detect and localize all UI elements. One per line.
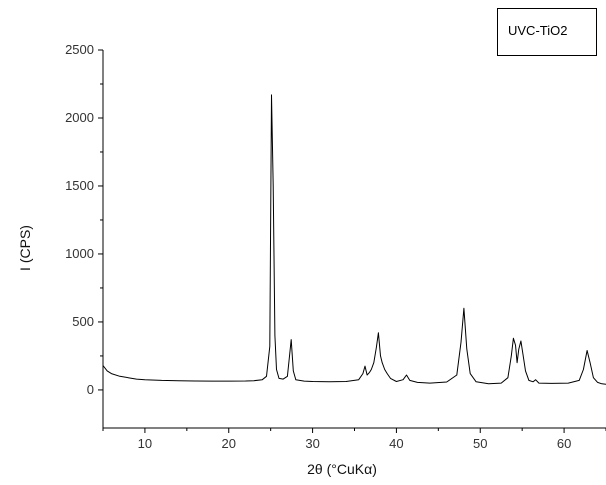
y-tick-label: 500 xyxy=(72,314,94,329)
x-tick-label: 10 xyxy=(138,436,152,451)
y-tick-label: 1000 xyxy=(65,246,94,261)
x-tick-label: 50 xyxy=(473,436,487,451)
x-tick-label: 20 xyxy=(222,436,236,451)
legend-label: UVC-TiO2 xyxy=(508,23,568,38)
plot-area xyxy=(102,94,606,385)
y-tick-label: 2500 xyxy=(65,42,94,57)
x-tick-label: 60 xyxy=(557,436,571,451)
x-tick-label: 30 xyxy=(305,436,319,451)
x-tick-label: 40 xyxy=(389,436,403,451)
y-tick-label: 0 xyxy=(87,382,94,397)
y-tick-label: 1500 xyxy=(65,178,94,193)
series-line-0 xyxy=(102,94,606,385)
legend: UVC-TiO2 xyxy=(497,8,597,56)
x-axis-label: 2θ (°CuKα) xyxy=(307,461,377,477)
axes: 0 500 1000 1500 2000 2500 10 20 30 40 50 60 xyxy=(65,42,606,451)
y-axis-label: I (CPS) xyxy=(17,225,33,271)
y-tick-label: 2000 xyxy=(65,110,94,125)
